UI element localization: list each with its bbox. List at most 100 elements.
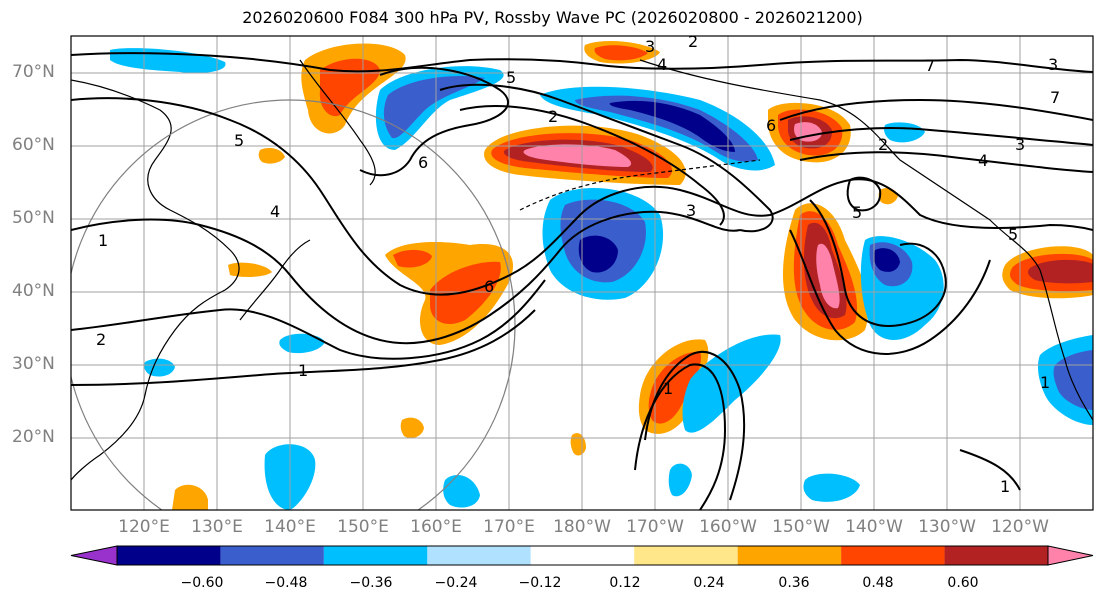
colorbar-bin bbox=[117, 546, 221, 565]
reference-circle bbox=[71, 99, 516, 510]
pv-anomaly-fills bbox=[110, 40, 1093, 510]
contour-label: 7 bbox=[925, 56, 935, 75]
anomaly-negative bbox=[609, 100, 735, 152]
anomaly-negative bbox=[682, 334, 781, 433]
colorbar-tick-label: −0.48 bbox=[264, 575, 308, 591]
lat-label: 20°N bbox=[12, 427, 55, 447]
contour-line bbox=[779, 98, 1093, 121]
anomaly-negative bbox=[668, 463, 692, 497]
anomaly-positive bbox=[594, 45, 648, 61]
lon-label: 140°E bbox=[264, 517, 316, 537]
contour-line bbox=[439, 83, 774, 233]
colorbar-tick-label: 0.48 bbox=[862, 575, 894, 591]
lon-label: 170°W bbox=[626, 517, 684, 537]
colorbar-bin bbox=[944, 546, 1048, 565]
colorbar bbox=[70, 545, 1094, 566]
contour-label: 3 bbox=[1048, 55, 1058, 74]
contour-label: 6 bbox=[484, 277, 494, 296]
lon-label: 130°E bbox=[191, 517, 243, 537]
coast-japan bbox=[239, 239, 311, 321]
colorbar-bin bbox=[220, 546, 324, 565]
anomaly-positive bbox=[258, 148, 285, 164]
colorbar-tick-label: 0.24 bbox=[693, 575, 725, 591]
coast-asia bbox=[71, 79, 240, 481]
lon-label: 180°W bbox=[553, 517, 611, 537]
colorbar-bin bbox=[737, 546, 842, 565]
contour-label: 5 bbox=[852, 203, 862, 222]
contour-labels: 2 3 4 5 6 7 1 1 2 3 4 5 6 1 1 2 3 4 5 6 … bbox=[96, 32, 1060, 496]
anomaly-negative bbox=[279, 333, 325, 354]
contour-label: 1 bbox=[298, 361, 308, 380]
contour-line bbox=[789, 229, 991, 355]
map-title: 2026020600 F084 300 hPa PV, Rossby Wave … bbox=[242, 8, 863, 27]
colorbar-bin bbox=[634, 546, 738, 565]
lat-label: 50°N bbox=[12, 208, 55, 228]
coast-kamchatka bbox=[299, 59, 376, 186]
contour-label: 2 bbox=[688, 32, 698, 51]
anomaly-positive bbox=[172, 484, 208, 510]
contour-line bbox=[789, 127, 1093, 146]
lat-label: 40°N bbox=[12, 281, 55, 301]
colorbar-bin bbox=[323, 546, 428, 565]
contour-label: 4 bbox=[657, 55, 667, 74]
lon-label: 150°W bbox=[772, 517, 830, 537]
contour-label: 4 bbox=[978, 151, 988, 170]
colorbar-extend-low bbox=[70, 545, 118, 566]
anomaly-positive bbox=[430, 261, 501, 325]
lon-label: 160°W bbox=[699, 517, 757, 537]
anomaly-negative bbox=[443, 475, 480, 508]
colorbar-bin bbox=[841, 546, 945, 565]
anomaly-negative bbox=[383, 75, 485, 139]
contour-label: 5 bbox=[1008, 225, 1018, 244]
pc-contours bbox=[71, 52, 1093, 510]
colorbar-outline bbox=[116, 545, 1049, 566]
contour-line bbox=[634, 363, 727, 510]
anomaly-negative bbox=[884, 122, 925, 143]
anomaly-positive bbox=[523, 144, 632, 167]
anomaly-negative bbox=[144, 358, 175, 377]
anomaly-positive bbox=[400, 417, 424, 438]
contour-label: 1 bbox=[1040, 373, 1050, 392]
anomaly-negative bbox=[803, 473, 860, 502]
lat-label: 70°N bbox=[12, 62, 55, 82]
colorbar-tick-label: 0.12 bbox=[609, 575, 641, 591]
contour-label: 1 bbox=[663, 379, 673, 398]
lon-label: 170°E bbox=[483, 517, 535, 537]
colorbar-tick-label: 0.36 bbox=[778, 575, 810, 591]
anomaly-positive bbox=[393, 249, 432, 268]
lon-label: 120°E bbox=[118, 517, 170, 537]
anomaly-positive bbox=[878, 188, 898, 205]
contour-line bbox=[71, 210, 741, 345]
graticule bbox=[71, 36, 1093, 510]
anomaly-positive bbox=[228, 262, 272, 277]
lon-label: 120°W bbox=[991, 517, 1049, 537]
contour-line bbox=[846, 176, 882, 212]
colorbar-bin bbox=[427, 546, 531, 565]
contour-label: 3 bbox=[686, 201, 696, 220]
contour-label: 3 bbox=[1015, 135, 1025, 154]
colorbar-bin bbox=[530, 546, 635, 565]
lon-label: 140°W bbox=[845, 517, 903, 537]
map-frame bbox=[70, 35, 1094, 511]
colorbar-extend-high bbox=[1047, 545, 1094, 566]
contour-label: 5 bbox=[234, 131, 244, 150]
contour-line bbox=[799, 151, 1093, 173]
contour-label: 2 bbox=[548, 107, 558, 126]
contour-line bbox=[809, 199, 947, 327]
contour-label: 2 bbox=[878, 135, 888, 154]
colorbar-tick-label: −0.60 bbox=[180, 575, 224, 591]
contour-line bbox=[959, 449, 1021, 491]
contour-label: 4 bbox=[270, 202, 280, 221]
colorbar-tick-label: 0.60 bbox=[947, 575, 979, 591]
anomaly-positive bbox=[1027, 259, 1093, 284]
contour-line bbox=[71, 97, 1093, 296]
anomaly-negative bbox=[578, 235, 618, 273]
contour-line bbox=[644, 350, 746, 501]
lat-label: 60°N bbox=[12, 135, 55, 155]
contour-label: 5 bbox=[506, 68, 516, 87]
contour-label: 7 bbox=[1050, 88, 1060, 107]
contour-label: 3 bbox=[645, 37, 655, 56]
lat-label: 30°N bbox=[12, 354, 55, 374]
contour-label: 1 bbox=[1000, 477, 1010, 496]
